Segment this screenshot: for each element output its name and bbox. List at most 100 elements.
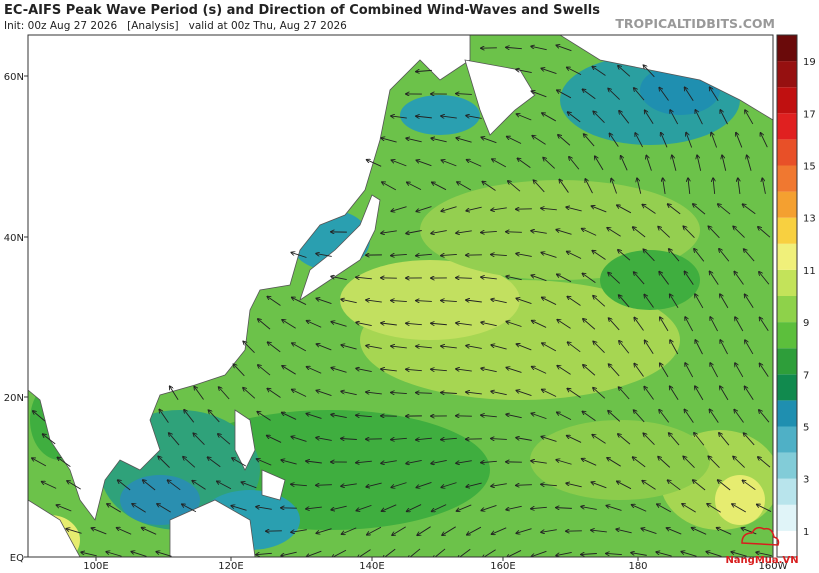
colorbar-swatch (777, 348, 797, 375)
direction-arrow (556, 508, 572, 509)
direction-arrow (742, 480, 756, 491)
direction-arrow (307, 367, 322, 374)
colorbar-swatch (777, 426, 797, 453)
direction-arrow (557, 90, 572, 99)
direction-arrow (558, 135, 571, 146)
direction-arrow (566, 207, 582, 212)
direction-arrow (672, 155, 677, 171)
direction-arrow (646, 155, 652, 171)
direction-arrow (582, 229, 597, 236)
colorbar-swatch (777, 452, 797, 479)
direction-arrow (194, 387, 204, 400)
direction-arrow (609, 364, 620, 377)
direction-arrow (693, 204, 706, 215)
direction-arrow (56, 505, 72, 512)
direction-arrow (543, 158, 556, 169)
direction-arrow (733, 456, 745, 468)
direction-arrow (292, 297, 307, 305)
direction-arrow (367, 526, 382, 535)
direction-arrow (218, 434, 231, 445)
direction-arrow (695, 110, 703, 125)
direction-arrow (738, 178, 740, 194)
direction-arrow (745, 110, 754, 125)
direction-arrow (208, 410, 220, 423)
direction-arrow (531, 275, 547, 282)
direction-arrow (506, 505, 522, 509)
direction-arrow (632, 505, 647, 512)
direction-arrow (67, 481, 81, 490)
direction-arrow (482, 182, 496, 191)
direction-arrow (406, 459, 422, 463)
direction-arrow (582, 89, 596, 100)
direction-arrow (466, 346, 482, 349)
direction-arrow (107, 504, 121, 513)
direction-arrow (157, 504, 171, 513)
land (28, 35, 773, 557)
direction-arrow (492, 527, 507, 534)
direction-arrow (709, 409, 719, 423)
direction-arrow (183, 457, 196, 468)
direction-arrow (731, 552, 747, 557)
colorbar-label: 7 (803, 370, 809, 381)
direction-arrow (416, 301, 432, 302)
direction-arrow (747, 155, 752, 171)
direction-arrow (516, 528, 532, 534)
direction-arrow (541, 253, 557, 258)
direction-arrow (556, 551, 572, 555)
colorbar-swatch (777, 87, 797, 114)
direction-arrow (516, 114, 532, 121)
direction-arrow (416, 254, 432, 255)
direction-arrow (658, 457, 671, 468)
direction-arrow (341, 345, 357, 350)
direction-arrow (567, 342, 581, 353)
latitude-label: EQ (10, 553, 24, 564)
colorbar-swatch (777, 217, 797, 244)
direction-arrow (406, 230, 422, 233)
direction-arrow (591, 206, 607, 213)
colorbar-swatch (777, 139, 797, 166)
direction-arrow (508, 181, 521, 192)
direction-arrow (608, 411, 621, 422)
colorbar-label: 13 (803, 214, 816, 225)
direction-arrow (517, 158, 531, 169)
direction-arrow (734, 271, 744, 285)
direction-arrow (432, 504, 447, 512)
direction-arrow (408, 548, 421, 557)
direction-arrow (416, 206, 432, 212)
direction-arrow (481, 415, 497, 417)
direction-arrow (708, 456, 720, 469)
direction-arrow (645, 340, 654, 354)
direction-arrow (456, 231, 472, 233)
direction-arrow (569, 157, 580, 170)
direction-arrow (617, 481, 632, 490)
direction-arrow (532, 367, 547, 374)
direction-arrow (331, 276, 347, 281)
direction-arrow (316, 485, 332, 486)
direction-arrow (316, 344, 332, 351)
direction-arrow (81, 552, 97, 557)
colorbar-label: 9 (803, 318, 809, 329)
direction-arrow (316, 390, 332, 396)
direction-arrow (516, 344, 532, 351)
direction-arrow (611, 178, 617, 194)
direction-arrow (641, 528, 657, 535)
subtitle: Init: 00z Aug 27 2026 [Analysis] valid a… (4, 20, 347, 32)
direction-arrow (466, 300, 482, 302)
latitude-label: 60N (4, 72, 24, 83)
direction-arrow (356, 461, 372, 463)
direction-arrow (342, 527, 357, 534)
direction-arrow (341, 391, 357, 396)
direction-arrow (156, 552, 172, 557)
direction-arrow (267, 436, 282, 443)
direction-arrow (207, 457, 221, 468)
direction-arrow (744, 386, 754, 400)
direction-arrow (356, 277, 372, 279)
direction-arrow (593, 341, 605, 353)
direction-arrow (688, 178, 690, 195)
direction-arrow (331, 414, 347, 418)
direction-arrow (592, 66, 606, 76)
direction-arrow (491, 208, 507, 210)
direction-arrow (391, 254, 407, 255)
direction-arrow (66, 529, 82, 534)
watermark-icon (741, 526, 780, 546)
